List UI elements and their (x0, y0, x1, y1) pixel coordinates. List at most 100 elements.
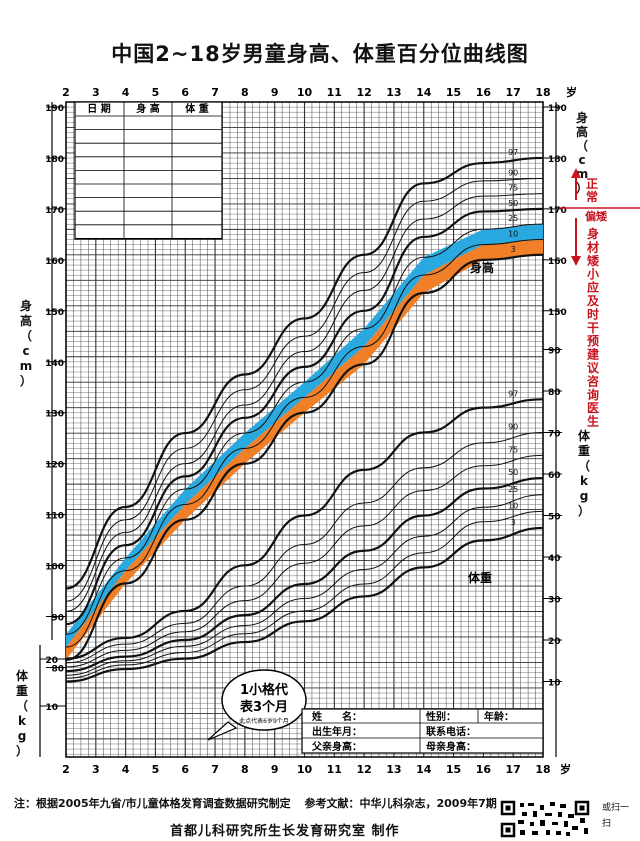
callout-text-1: 1小格代 (240, 682, 288, 698)
age-tick-bottom: 7 (211, 763, 219, 776)
advice-label-char: 医 (587, 401, 599, 415)
normal-arrow-head (571, 168, 581, 178)
height-p25-line (65, 223, 544, 635)
height-p25-label: 25 (508, 214, 518, 223)
advice-label-char: 小 (587, 266, 599, 281)
left-height-tick-label: 160 (45, 257, 64, 267)
right-weight-tick-label: 90 (548, 347, 561, 357)
height-p90-line (65, 177, 544, 602)
left-height-axis-title-char: 高 (20, 313, 32, 328)
reference-note: 参考文献：中华儿科杂志，2009年7期 (304, 797, 497, 810)
right-height-tick-label: 190 (548, 104, 567, 114)
height-curve-label: 身高 (470, 260, 494, 275)
right-height-tick-label: 150 (548, 308, 567, 318)
record-table: 日 期身 高体 重 (74, 101, 223, 240)
age-tick-top: 7 (211, 86, 219, 99)
info-box-bg (301, 708, 544, 754)
age-unit-top: 岁 (566, 85, 577, 99)
left-weight-axis-title-char: （ (16, 698, 28, 713)
left-weight-axis-title-char: k (18, 714, 27, 728)
weight-p90-label: 90 (508, 423, 518, 432)
info-father: 父亲身高： (311, 740, 362, 753)
info-age: 年龄： (484, 710, 514, 723)
left-weight-axis-title-char: ） (16, 743, 28, 758)
advice-label-char: 询 (587, 387, 599, 402)
age-tick-bottom: 11 (327, 763, 342, 776)
weight-p75-line (65, 454, 544, 668)
right-weight-axis-title-char: 重 (578, 443, 590, 458)
right-weight-axis-title-char: ） (578, 503, 590, 518)
age-tick-top: 18 (535, 86, 550, 99)
weight-p25-line (65, 494, 544, 676)
age-tick-top: 14 (416, 86, 432, 99)
weight-p90-line (65, 432, 544, 664)
age-tick-bottom: 15 (446, 763, 461, 776)
age-tick-top: 4 (122, 86, 130, 99)
age-tick-top: 12 (356, 86, 371, 99)
age-tick-bottom: 6 (181, 763, 189, 776)
age-tick-bottom: 10 (297, 763, 313, 776)
right-height-tick-label: 180 (548, 155, 567, 165)
advice-label-char: 建 (586, 347, 600, 362)
age-unit-bottom: 岁 (560, 762, 571, 776)
left-height-axis-title: 身高（cm） (20, 298, 33, 388)
left-height-tick-label: 140 (45, 359, 64, 369)
age-tick-top: 3 (92, 86, 100, 99)
left-height-tick-label: 170 (45, 206, 64, 216)
left-weight-axis-title: 体重（kg） (16, 668, 29, 758)
percentile-curves: 3 10 25 50 75 90 97 3 10 25 50 75 90 97 (65, 148, 544, 683)
advice-label-char: 应 (587, 280, 599, 295)
left-height-tick-label: 90 (51, 614, 64, 624)
chart-title: 中国2~18岁男童身高、体重百分位曲线图 (111, 42, 529, 66)
record-table-header: 日 期 (87, 102, 110, 115)
normal-label-char: 正 (586, 177, 598, 191)
weight-curve-label: 体重 (468, 570, 492, 585)
height-p90-label: 90 (508, 168, 518, 177)
advice-label-char: 干 (587, 321, 599, 335)
normal-label: 正常 (586, 177, 598, 204)
weight-p97-line (65, 398, 544, 660)
scan-note: 或扫一扫 (602, 803, 630, 829)
left-height-tick-label: 130 (45, 410, 64, 420)
height-p75-line (65, 193, 544, 612)
left-weight-tick-label: 20 (45, 656, 58, 666)
left-height-tick-label: 80 (51, 664, 64, 674)
right-height-tick-label: 160 (548, 257, 567, 267)
weight-p3-line (65, 526, 544, 683)
advice-label-char: 生 (587, 414, 599, 429)
left-height-axis-title-char: m (20, 359, 33, 373)
height-p10-label: 10 (508, 229, 518, 238)
left-height-tick-label: 190 (45, 104, 64, 114)
qr-code-icon[interactable] (500, 800, 592, 838)
right-weight-axis-title-char: 体 (578, 428, 591, 443)
height-p97-label: 97 (508, 148, 518, 157)
age-tick-top: 9 (271, 86, 279, 99)
weight-p10-label: 10 (508, 501, 518, 510)
height-p10-line (65, 238, 544, 648)
info-phone: 联系电话： (426, 725, 476, 738)
info-name: 姓 名： (311, 710, 362, 723)
age-tick-top: 17 (506, 86, 521, 99)
callout-text-2: 表3个月 (239, 699, 288, 715)
left-height-axis-title-char: c (22, 344, 29, 358)
left-height-tick-label: 120 (45, 461, 64, 471)
short-arrow-head (571, 256, 581, 266)
record-table-header: 体 重 (185, 102, 208, 115)
weight-p75-label: 75 (508, 445, 518, 454)
weight-p25-label: 25 (508, 485, 518, 494)
age-tick-top: 6 (181, 86, 189, 99)
right-weight-tick-label: 10 (548, 679, 561, 689)
advice-label-char: 身 (587, 226, 599, 241)
age-tick-top: 16 (476, 86, 492, 99)
age-tick-bottom: 12 (356, 763, 371, 776)
left-height-axis-title-char: 身 (20, 298, 32, 313)
right-weight-tick-label: 50 (548, 513, 561, 523)
advice-label-char: 咨 (587, 373, 599, 388)
advice-label-char: 矮 (586, 253, 600, 268)
right-height-tick-label: 170 (548, 206, 567, 216)
age-tick-top: 8 (241, 86, 249, 99)
right-height-axis-title-char: ） (576, 180, 588, 195)
left-height-tick-label: 150 (45, 308, 64, 318)
right-weight-tick-label: 40 (548, 554, 561, 564)
